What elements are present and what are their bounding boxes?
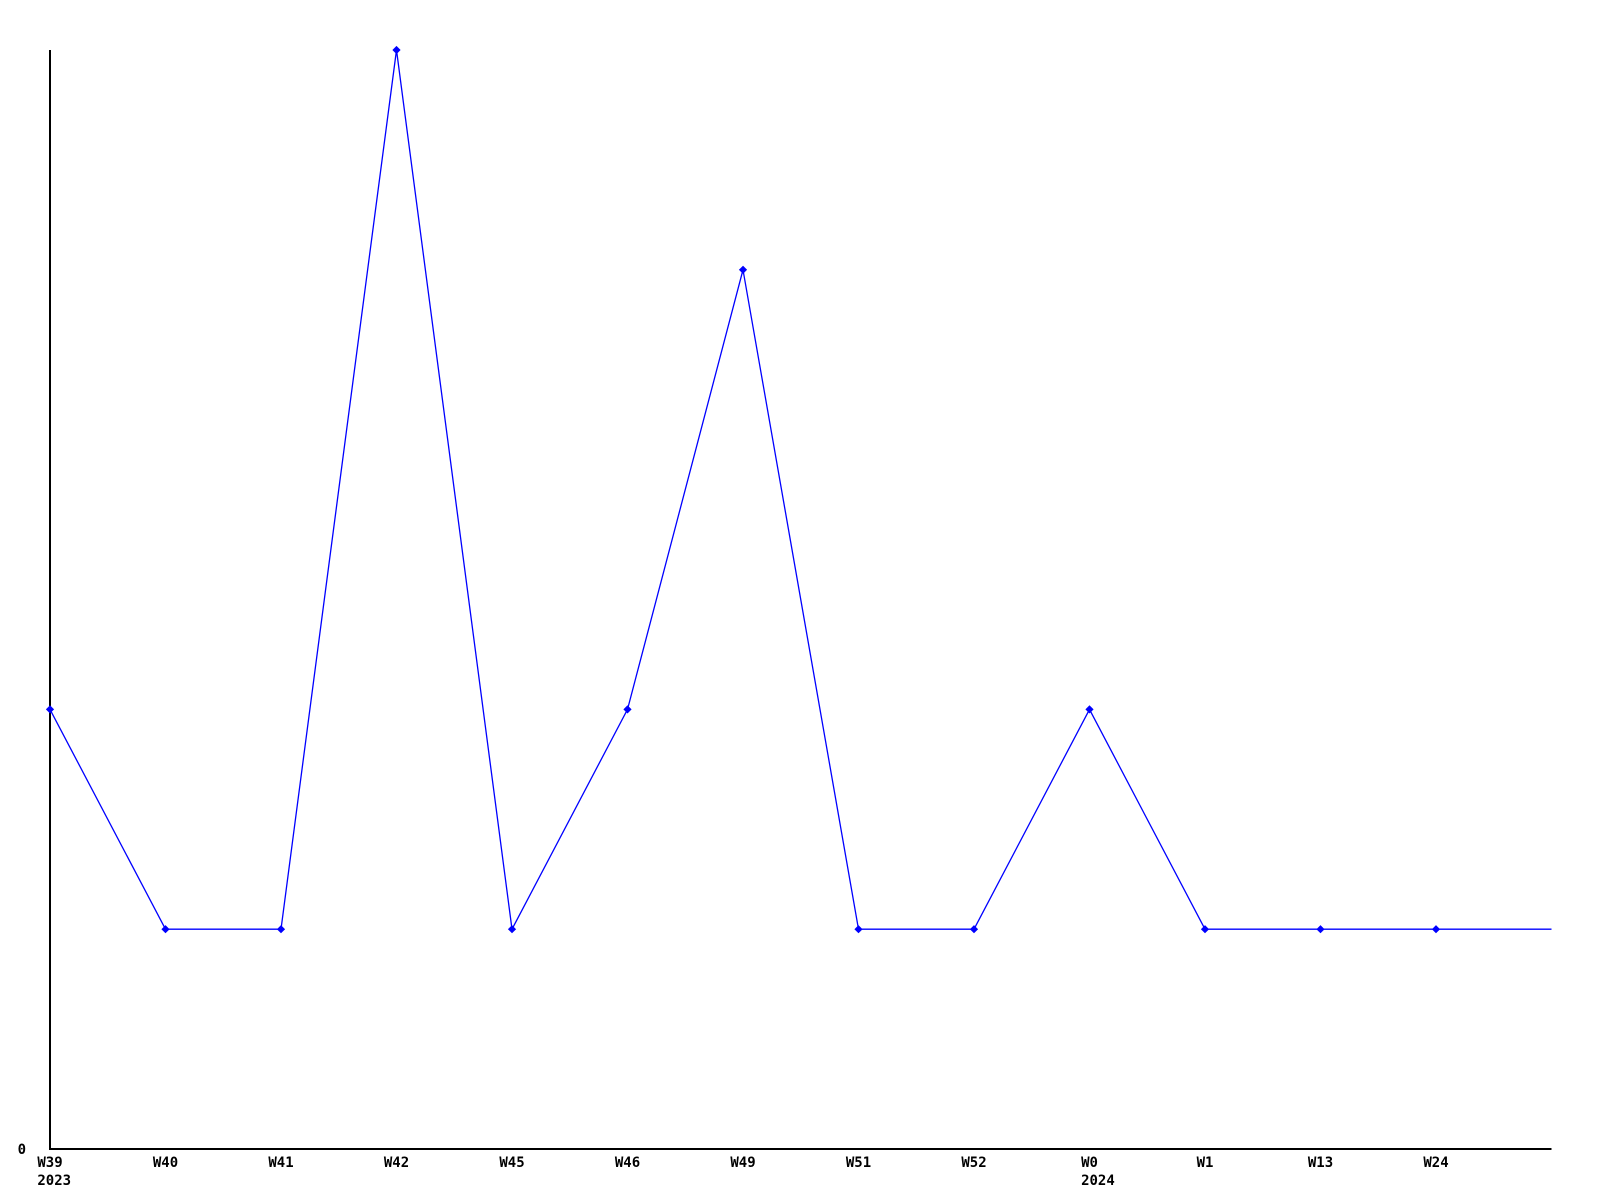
data-point-marker [623, 705, 632, 714]
x-tick-label: W40 [153, 1155, 178, 1171]
data-point-marker [1200, 925, 1210, 934]
data-point-marker [507, 925, 517, 934]
x-tick-label: W49 [730, 1155, 755, 1171]
x-tick-label: W24 [1423, 1155, 1448, 1171]
data-point-marker [1431, 925, 1441, 934]
data-series-line [49, 49, 1552, 932]
x-year-label: 2024 [1081, 1173, 1115, 1189]
x-tick-label: W45 [499, 1155, 524, 1171]
data-point-marker [1316, 925, 1325, 934]
data-point-marker [45, 705, 55, 714]
x-tick-label: W46 [615, 1155, 640, 1171]
data-point-marker [738, 265, 748, 274]
data-point-marker [969, 925, 979, 934]
x-tick-label: W13 [1308, 1155, 1333, 1171]
data-point-marker [276, 925, 286, 934]
x-tick-label: W41 [268, 1155, 293, 1171]
x-tick-label: W51 [846, 1155, 871, 1171]
data-point-marker [161, 925, 170, 934]
y-zero-label: 0 [18, 1142, 26, 1158]
x-tick-label: W1 [1197, 1155, 1214, 1171]
x-tick-label: W52 [961, 1155, 986, 1171]
data-point-marker [1085, 705, 1094, 714]
x-tick-label: W42 [384, 1155, 409, 1171]
data-point-marker [392, 45, 401, 55]
data-point-marker [854, 925, 863, 934]
x-year-label: 2023 [37, 1173, 71, 1189]
x-tick-label: W0 [1081, 1155, 1098, 1171]
x-tick-label: W39 [37, 1155, 62, 1171]
